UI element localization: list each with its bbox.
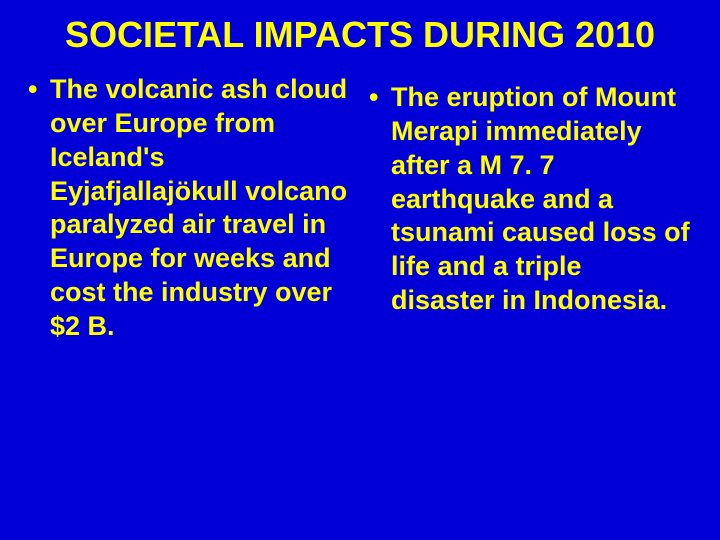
right-column: • The eruption of Mount Merapi immediate… — [369, 73, 692, 343]
bullet-text-right: The eruption of Mount Merapi immediately… — [391, 81, 692, 317]
content-columns: • The volcanic ash cloud over Europe fro… — [20, 73, 700, 343]
bullet-marker-icon: • — [28, 73, 50, 107]
bullet-marker-icon: • — [369, 81, 391, 115]
slide: SOCIETAL IMPACTS DURING 2010 • The volca… — [0, 0, 720, 540]
slide-title: SOCIETAL IMPACTS DURING 2010 — [20, 14, 700, 55]
left-column: • The volcanic ash cloud over Europe fro… — [28, 73, 351, 343]
bullet-item-left: • The volcanic ash cloud over Europe fro… — [28, 73, 351, 343]
bullet-text-left: The volcanic ash cloud over Europe from … — [50, 73, 351, 343]
bullet-item-right: • The eruption of Mount Merapi immediate… — [369, 81, 692, 317]
